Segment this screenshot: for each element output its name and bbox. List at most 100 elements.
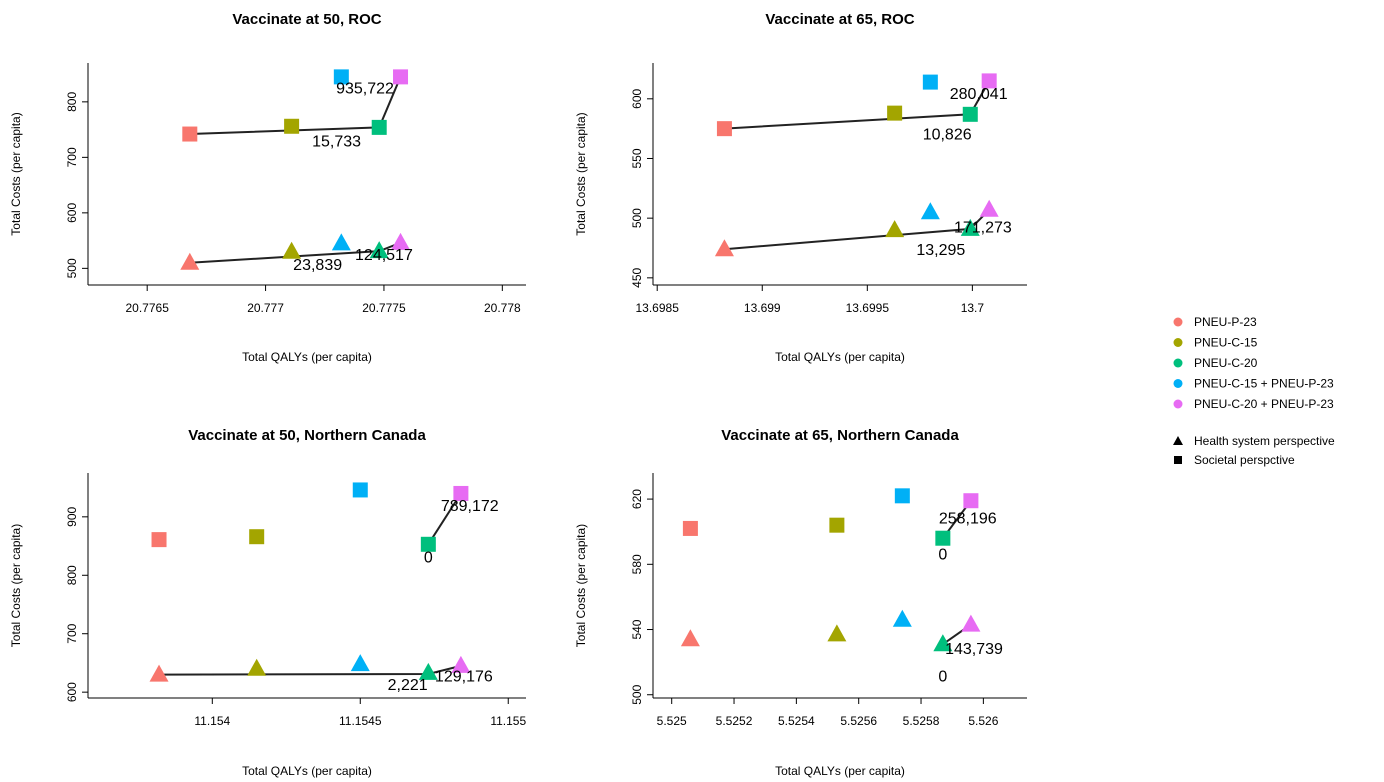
x-tick-label: 13.6995 (846, 301, 890, 315)
x-tick-label: 11.154 (194, 714, 230, 728)
x-tick-label: 13.7 (961, 301, 985, 315)
x-axis-label: Total QALYs (per capita) (242, 764, 372, 778)
y-tick-label: 600 (65, 203, 79, 223)
icer-label: 15,733 (312, 133, 361, 150)
triangle-point (451, 655, 471, 673)
legend-label: PNEU-P-23 (1194, 315, 1257, 329)
icer-label: 2,221 (388, 677, 428, 694)
triangle-point (331, 233, 351, 251)
icer-label: 129,176 (435, 669, 493, 686)
icer-label: 0 (938, 546, 947, 563)
legend: PNEU-P-23 PNEU-C-15 PNEU-C-20 PNEU-C-15 + P… (1173, 315, 1335, 467)
triangle-point (680, 629, 700, 647)
triangle-point (960, 218, 980, 236)
triangle-point (714, 239, 734, 257)
y-tick-label: 500 (630, 208, 644, 228)
legend-triangle-icon (1173, 436, 1183, 445)
triangle-point (149, 664, 169, 682)
triangle-point (920, 202, 940, 220)
triangle-point (892, 609, 912, 627)
legend-label: PNEU-C-15 (1194, 336, 1258, 350)
x-tick-label: 20.778 (484, 301, 521, 315)
chart-title: Vaccinate at 65, Northern Canada (721, 427, 959, 444)
icer-label: 0 (424, 549, 433, 566)
y-axis-label: Total Costs (per capita) (574, 524, 588, 647)
square-point (151, 532, 167, 548)
legend-label: Health system perspective (1194, 434, 1335, 448)
triangle-point (933, 634, 953, 652)
x-tick-label: 20.7775 (362, 301, 406, 315)
triangle-point (827, 624, 847, 642)
legend-label: PNEU-C-15 + PNEU-P-23 (1194, 377, 1334, 391)
y-tick-label: 500 (630, 684, 644, 704)
y-tick-label: 700 (65, 623, 79, 643)
square-point (716, 121, 732, 137)
legend-swatch-circle (1173, 358, 1183, 368)
square-point (894, 488, 910, 504)
x-tick-label: 20.777 (247, 301, 284, 315)
legend-swatch-circle (1173, 338, 1183, 347)
square-point (393, 69, 409, 85)
legend-square-icon (1174, 456, 1182, 464)
square-point (371, 119, 387, 135)
triangle-point (391, 232, 411, 250)
x-tick-label: 13.6985 (636, 301, 680, 315)
icer-label: 935,722 (336, 81, 394, 98)
y-tick-label: 600 (65, 682, 79, 702)
icer-label: 258,196 (939, 511, 997, 528)
triangle-point (282, 241, 302, 259)
triangle-point (180, 252, 200, 270)
y-tick-label: 550 (630, 148, 644, 168)
x-tick-label: 5.5256 (840, 714, 877, 728)
icer-label: 171,273 (954, 219, 1012, 236)
icer-label: 10,826 (923, 126, 972, 143)
x-axis-label: Total QALYs (per capita) (242, 350, 372, 364)
x-tick-label: 5.5258 (903, 714, 940, 728)
square-point (887, 105, 903, 121)
chart-title: Vaccinate at 50, Northern Canada (188, 427, 426, 444)
x-tick-label: 20.7765 (125, 301, 169, 315)
triangle-point (369, 241, 389, 259)
square-point (935, 530, 951, 546)
icer-label: 143,739 (945, 641, 1003, 658)
legend-label: Societal perspctive (1194, 453, 1295, 467)
x-tick-label: 5.526 (968, 714, 998, 728)
legend-swatch-circle (1173, 399, 1183, 409)
x-tick-label: 11.1545 (339, 714, 382, 728)
chart-panel: Vaccinate at 50, Northern Canada 11.154 11… (9, 427, 526, 778)
y-tick-label: 620 (630, 489, 644, 509)
square-point (420, 536, 436, 552)
square-point (922, 74, 938, 90)
x-axis-label: Total QALYs (per capita) (775, 350, 905, 364)
icer-label: 0 (938, 669, 947, 686)
efficiency-frontier-line (427, 492, 462, 545)
square-point (962, 106, 978, 122)
legend-label: PNEU-C-20 + PNEU-P-23 (1194, 397, 1334, 411)
y-tick-label: 450 (630, 268, 644, 288)
icer-label: 13,295 (916, 242, 965, 259)
x-tick-label: 5.525 (657, 714, 687, 728)
triangle-point (961, 614, 981, 632)
chart-panel: Vaccinate at 65, Northern Canada 5.525 5.5… (574, 427, 1027, 778)
icer-label: 280,041 (950, 86, 1008, 103)
triangle-point (418, 662, 438, 680)
square-point (352, 482, 368, 498)
x-tick-label: 11.155 (490, 714, 526, 728)
legend-label: PNEU-C-20 (1194, 356, 1258, 370)
y-axis-label: Total Costs (per capita) (9, 524, 23, 647)
square-point (963, 493, 979, 509)
icer-label: 23,839 (293, 257, 342, 274)
panels: Vaccinate at 50, ROC 20.7765 20.777 20.7775… (9, 11, 1027, 778)
y-tick-label: 600 (630, 88, 644, 108)
y-axis-label: Total Costs (per capita) (9, 112, 23, 235)
chart-title: Vaccinate at 65, ROC (765, 11, 914, 28)
x-tick-label: 5.5254 (778, 714, 815, 728)
square-point (829, 517, 845, 533)
y-tick-label: 580 (630, 554, 644, 574)
triangle-point (350, 654, 370, 672)
x-tick-label: 13.699 (744, 301, 781, 315)
y-tick-label: 800 (65, 92, 79, 112)
triangle-point (885, 220, 905, 238)
y-axis-label: Total Costs (per capita) (574, 112, 588, 235)
y-tick-label: 540 (630, 619, 644, 639)
